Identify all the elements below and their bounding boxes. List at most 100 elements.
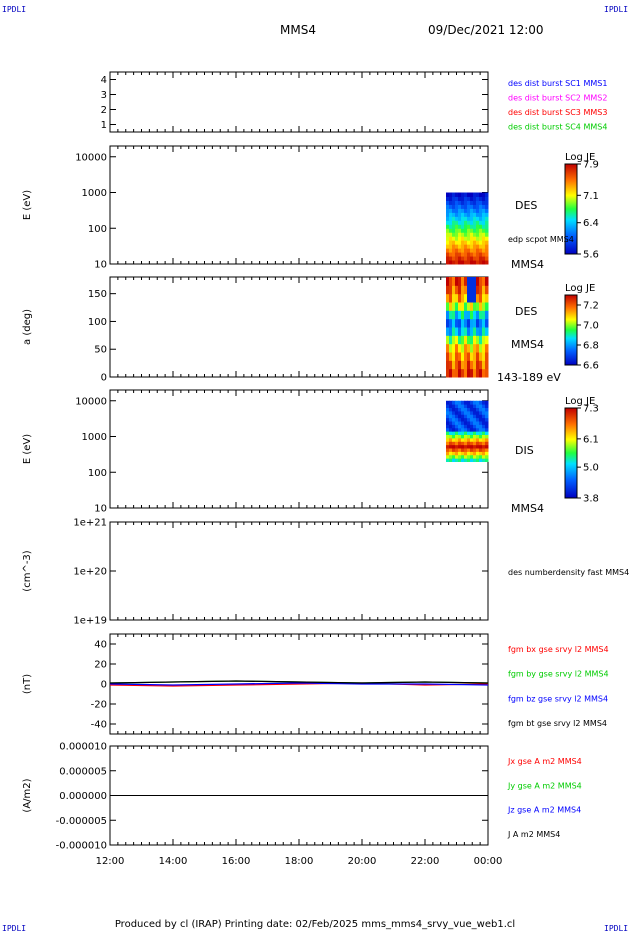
legend-entry: des dist burst SC3 MMS3: [508, 108, 607, 117]
heatmap-cell: [452, 318, 456, 328]
heatmap-cell: [470, 318, 474, 328]
heatmap-cell: [479, 407, 483, 412]
heatmap-cell: [449, 407, 453, 412]
heatmap-cell: [452, 407, 456, 412]
heatmap-cell: [464, 451, 468, 456]
y-tick-label: 10: [94, 504, 107, 515]
heatmap-cell: [479, 285, 483, 295]
heatmap-cell: [458, 431, 462, 436]
heatmap-cell: [464, 212, 468, 217]
heatmap-cell: [455, 427, 459, 432]
series-line: [109, 682, 489, 687]
heatmap-cell: [455, 318, 459, 328]
heatmap-cell: [449, 240, 453, 245]
heatmap-cell: [449, 208, 453, 213]
y-tick-label: 10000: [75, 396, 107, 407]
heatmap-cell: [467, 417, 471, 422]
heatmap-cell: [452, 427, 456, 432]
heatmap-cell: [446, 400, 450, 405]
heatmap-cell: [452, 220, 456, 225]
heatmap-cell: [485, 421, 489, 425]
heatmap-cell: [446, 424, 450, 429]
heatmap-cell: [452, 360, 456, 370]
heatmap-cell: [485, 360, 489, 370]
heatmap-cell: [458, 240, 462, 245]
heatmap-cell: [476, 424, 480, 429]
heatmap-cell: [461, 256, 465, 261]
heatmap-cell: [458, 232, 462, 237]
heatmap-cell: [464, 427, 468, 432]
heatmap-cell: [476, 441, 480, 446]
heatmap-cell: [482, 240, 486, 245]
heatmap-cell: [479, 240, 483, 245]
heatmap-cell: [455, 458, 459, 462]
x-tick-label: 12:00: [96, 856, 125, 867]
heatmap-cell: [446, 427, 450, 432]
heatmap-cell: [479, 458, 483, 462]
heatmap-cell: [482, 252, 486, 257]
heatmap-cell: [467, 360, 471, 370]
series-line: [109, 682, 489, 686]
heatmap-cell: [467, 244, 471, 249]
heatmap-cell: [449, 451, 453, 456]
heatmap-cell: [461, 407, 465, 412]
heatmap-cell: [446, 204, 450, 209]
heatmap-cell: [449, 454, 453, 459]
y-tick-label: 1000: [82, 188, 107, 199]
heatmap-cell: [455, 216, 459, 221]
heatmap-cell: [464, 216, 468, 221]
species-label: DES: [515, 305, 537, 318]
heatmap-cell: [464, 327, 468, 336]
legend-entry: Jy gse A m2 MMS4: [507, 781, 582, 790]
colorbar-tick-label: 6.6: [583, 361, 599, 372]
heatmap-cell: [452, 256, 456, 261]
heatmap-cell: [452, 352, 456, 361]
heatmap-cell: [461, 417, 465, 422]
heatmap-cell: [479, 434, 483, 439]
heatmap-cell: [446, 260, 450, 265]
heatmap-cell: [458, 327, 462, 336]
heatmap-cell: [473, 427, 477, 432]
heatmap-cell: [482, 212, 486, 217]
heatmap-cell: [476, 400, 480, 405]
colorbar: [564, 163, 578, 255]
spacecraft-label: MMS4: [511, 338, 544, 351]
heatmap-cell: [464, 318, 468, 328]
y-tick-label: 10: [94, 260, 107, 271]
heatmap-cell: [473, 302, 477, 311]
x-tick-label: 20:00: [348, 856, 377, 867]
heatmap-cell: [452, 285, 456, 295]
heatmap-cell: [482, 216, 486, 221]
heatmap-cell: [485, 232, 489, 237]
scpot-label: edp scpot MMS4: [508, 235, 574, 244]
heatmap-cell: [479, 427, 483, 432]
heatmap-cell: [458, 414, 462, 419]
legend-entry: des dist burst SC4 MMS4: [508, 123, 607, 132]
heatmap-cell: [476, 192, 480, 197]
heatmap-cell: [446, 454, 450, 459]
heatmap-cell: [479, 404, 483, 409]
heatmap-cell: [479, 220, 483, 225]
heatmap-cell: [467, 256, 471, 261]
heatmap-cell: [479, 335, 483, 345]
heatmap-cell: [464, 252, 468, 257]
heatmap-cell: [449, 335, 453, 345]
heatmap-cell: [473, 310, 477, 320]
heatmap-cell: [452, 224, 456, 229]
heatmap-cell: [458, 421, 462, 425]
heatmap-cell: [455, 368, 459, 378]
heatmap-cell: [446, 216, 450, 221]
heatmap-cell: [485, 192, 489, 197]
heatmap-cell: [482, 244, 486, 249]
heatmap-cell: [452, 232, 456, 237]
heatmap-cell: [482, 431, 486, 436]
heatmap-cell: [473, 212, 477, 217]
heatmap-cell: [449, 410, 453, 415]
heatmap-cell: [455, 248, 459, 253]
heatmap-cell: [473, 437, 477, 442]
heatmap-cell: [458, 196, 462, 201]
heatmap-cell: [446, 437, 450, 442]
heatmap-cell: [461, 212, 465, 217]
heatmap-cell: [470, 310, 474, 320]
spacecraft-title: MMS4: [280, 23, 316, 37]
